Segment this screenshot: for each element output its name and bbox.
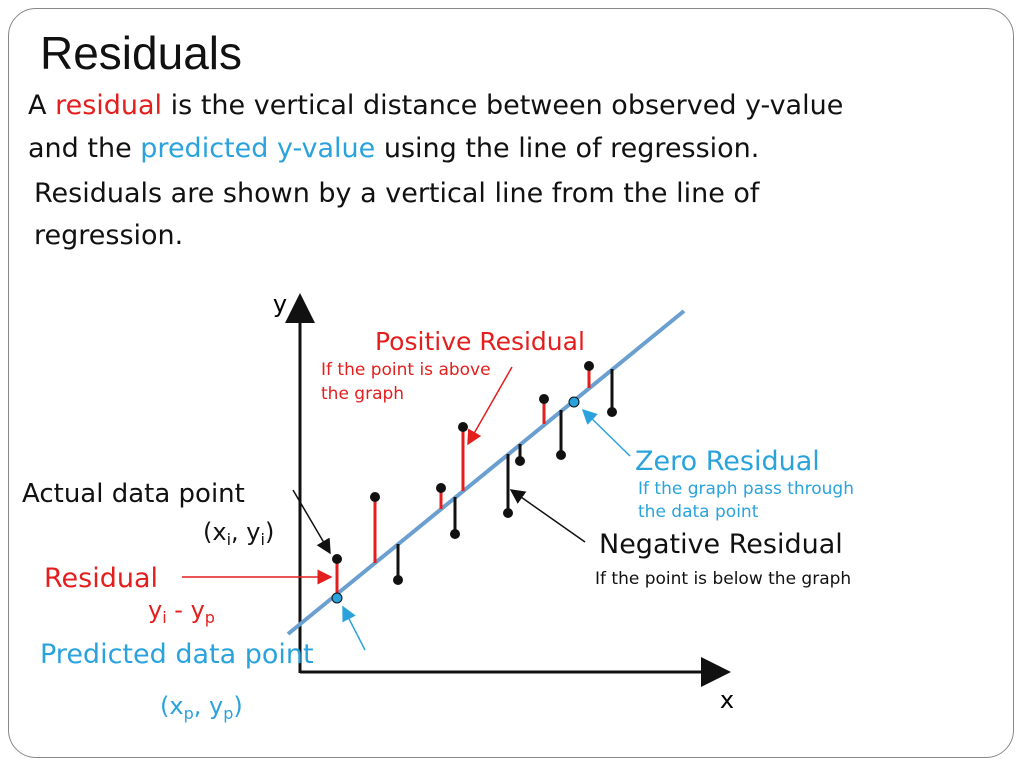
axis-label: y: [273, 290, 287, 318]
formula: yi - yp: [148, 596, 215, 627]
intro-line: Residuals are shown by a vertical line f…: [34, 178, 760, 209]
note: If the graph pass through: [638, 479, 854, 499]
text: (x: [203, 518, 227, 546]
text: ): [233, 692, 242, 720]
label: Residual: [44, 563, 158, 594]
text: and the: [28, 133, 132, 164]
regression-line: [286, 309, 686, 636]
text: (x: [160, 692, 184, 720]
predicted-point: [331, 592, 343, 604]
label: Negative Residual: [599, 529, 843, 560]
label: Predicted data point: [40, 639, 314, 670]
label: Positive Residual: [375, 327, 585, 356]
coords: (xi, yi): [203, 518, 274, 549]
data-points: [332, 361, 617, 585]
term: predicted y-value: [140, 133, 376, 164]
text: y: [148, 596, 162, 624]
text: , y: [231, 518, 260, 546]
intro-line: A residual is the vertical distance betw…: [28, 90, 843, 121]
coords: (xp, yp): [160, 692, 243, 723]
subscript: i: [227, 530, 231, 549]
label: Zero Residual: [635, 446, 820, 477]
intro-line: and the predicted y-value using the line…: [28, 133, 759, 164]
note: the data point: [638, 502, 759, 522]
residuals: [335, 366, 614, 594]
subscript: p: [184, 704, 194, 723]
subscript: i: [162, 608, 166, 627]
note: If the point is below the graph: [595, 569, 851, 589]
zero-point: [568, 396, 580, 408]
text: , y: [194, 692, 223, 720]
note: If the point is above: [321, 360, 491, 380]
subscript: i: [261, 530, 265, 549]
text: - y: [167, 596, 205, 624]
text: is the vertical distance between observe…: [170, 90, 844, 121]
slide-frame: [8, 8, 1014, 758]
text: ): [265, 518, 274, 546]
subscript: p: [223, 704, 233, 723]
axis-label: x: [720, 686, 734, 714]
note: the graph: [321, 384, 404, 404]
intro-line: regression.: [34, 220, 184, 251]
term: residual: [55, 90, 163, 121]
slide-title: Residuals: [40, 27, 242, 79]
text: A: [28, 90, 47, 121]
label: Actual data point: [22, 479, 245, 509]
subscript: p: [205, 608, 215, 627]
text: using the line of regression.: [383, 133, 760, 164]
arrows: [182, 366, 631, 651]
